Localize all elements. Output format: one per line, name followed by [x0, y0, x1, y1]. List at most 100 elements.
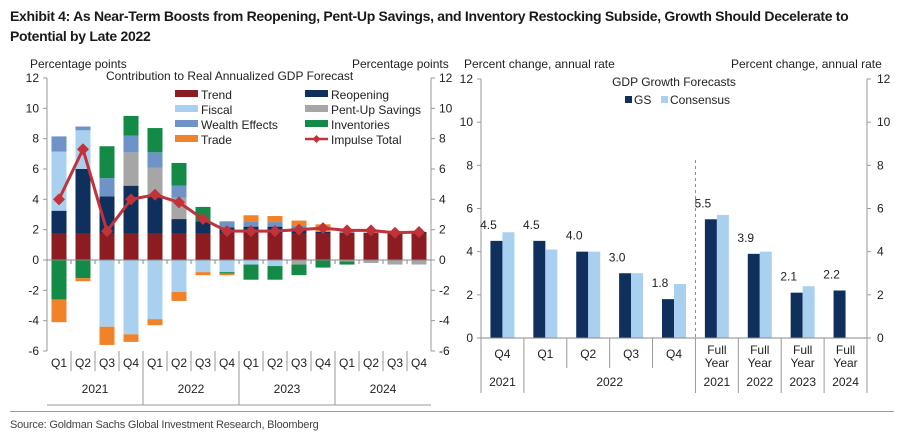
impulse-total-marker-12	[341, 224, 353, 237]
legend-swatch-fiscal	[175, 105, 198, 112]
bar-gs-1	[533, 240, 546, 338]
bar-gs-8	[833, 290, 846, 338]
bar-segment-wealth-effects-9	[267, 222, 283, 227]
bar-segment-fiscal-5	[171, 260, 187, 292]
bar-segment-trade-8	[243, 215, 259, 222]
data-label-gs-3: 3.0	[609, 250, 626, 264]
right-chart-xtick-label: Full	[707, 343, 726, 357]
impulse-total-marker-3	[125, 193, 137, 206]
bar-segment-trade-3	[123, 334, 139, 342]
right-chart-xtick-label: Q2	[580, 347, 596, 361]
legend-label-pent-up-savings: Pent-Up Savings	[331, 103, 421, 117]
impulse-total-marker-13	[365, 224, 377, 237]
left-chart-ytick-label-left: 2	[32, 223, 39, 237]
left-chart-ytick-label-right: 8	[439, 132, 446, 146]
bar-segment-trend-6	[195, 233, 211, 260]
bar-segment-trend-12	[339, 232, 355, 260]
bar-segment-trend-1	[75, 233, 91, 260]
data-label-gs-6: 3.9	[737, 231, 754, 245]
left-chart-xtick-label: Q3	[291, 356, 307, 370]
bar-segment-pent-up-savings-3	[123, 152, 139, 186]
bar-consensus-4	[674, 284, 686, 338]
bar-segment-wealth-effects-5	[171, 185, 187, 198]
impulse-total-marker-0	[53, 193, 65, 206]
legend-marker-impulse-total	[312, 135, 321, 143]
left-chart-xtick-label: Q4	[315, 356, 331, 370]
impulse-total-marker-7	[221, 225, 233, 238]
bar-segment-inventories-2	[99, 146, 115, 179]
bar-segment-fiscal-4	[147, 260, 163, 320]
bar-gs-7	[790, 292, 803, 338]
left-chart-ytick-label-right: -2	[439, 283, 450, 297]
left-chart-ytick-label-right: 6	[439, 162, 446, 176]
bar-segment-trend-2	[99, 233, 115, 260]
right-chart-xtick-label: Full	[793, 343, 812, 357]
bar-consensus-3	[631, 273, 644, 338]
left-chart-ytick-label-left: 6	[32, 162, 39, 176]
data-label-gs-1: 4.5	[523, 218, 540, 232]
right-chart-xtick-label: Q1	[537, 347, 553, 361]
right-chart-ytick-label-left: 2	[466, 288, 473, 302]
left-chart-ytick-label-left: 10	[26, 101, 40, 115]
left-chart-ytick-label-right: 2	[439, 223, 446, 237]
right-chart-ytick-label-left: 8	[466, 158, 473, 172]
bar-segment-pent-up-savings-10	[291, 260, 307, 265]
data-label-gs-2: 4.0	[566, 229, 583, 243]
bar-segment-wealth-effects-3	[123, 135, 139, 153]
bar-segment-pent-up-savings-14	[387, 260, 403, 265]
right-chart-xtick-label: Q4	[494, 347, 510, 361]
bar-segment-reopening-4	[147, 194, 163, 234]
exhibit-title: Exhibit 4: As Near-Term Boosts from Reop…	[10, 8, 849, 44]
right-chart-ytick-label-right: 2	[877, 288, 884, 302]
bar-segment-reopening-6	[195, 221, 211, 234]
right-chart-xtick-label: Year	[791, 356, 815, 370]
right-chart-year-label: 2021	[704, 375, 731, 389]
data-label-gs-7: 2.1	[780, 270, 797, 284]
legend-swatch-pent-up-savings	[305, 105, 328, 112]
left-chart-year-label: 2023	[274, 382, 301, 396]
bar-segment-inventories-4	[147, 128, 163, 153]
bar-consensus-2	[588, 251, 601, 338]
bar-segment-pent-up-savings-15	[411, 260, 427, 265]
right-chart-ylabel-left: Percent change, annual rate	[464, 57, 615, 71]
bar-segment-fiscal-2	[99, 260, 115, 327]
left-chart-ytick-label-right: 10	[439, 101, 453, 115]
legend-swatch-consensus	[661, 96, 668, 103]
bar-gs-3	[619, 273, 632, 338]
impulse-total-line	[57, 145, 420, 235]
left-chart-year-label: 2022	[178, 382, 205, 396]
left-chart-ytick-label-right: 12	[439, 71, 453, 85]
left-chart-ytick-label-left: -4	[28, 314, 39, 328]
right-chart-xtick-label: Year	[748, 356, 772, 370]
bar-segment-trend-5	[171, 233, 187, 260]
bar-segment-pent-up-savings-12	[339, 260, 355, 262]
bar-segment-wealth-effects-7	[219, 221, 235, 228]
bar-segment-wealth-effects-4	[147, 152, 163, 168]
bar-segment-pent-up-savings-13	[363, 260, 379, 264]
right-chart-ytick-label-right: 10	[877, 115, 891, 129]
right-chart-xtick-label: Q4	[666, 347, 682, 361]
left-chart-xtick-label: Q1	[243, 356, 259, 370]
bar-segment-inventories-8	[243, 264, 259, 280]
bar-segment-reopening-5	[171, 219, 187, 234]
left-chart-ytick-label-right: 0	[439, 253, 446, 267]
impulse-total-marker-8	[245, 225, 257, 238]
right-chart-year-label: 2022	[596, 375, 623, 389]
source-note: Source: Goldman Sachs Global Investment …	[10, 419, 319, 431]
legend-swatch-reopening	[305, 90, 328, 97]
right-chart-ytick-label-right: 6	[877, 202, 884, 216]
bar-consensus-7	[802, 286, 815, 338]
right-chart-xtick-label: Full	[750, 343, 769, 357]
left-chart-year-label: 2021	[82, 382, 109, 396]
left-chart-ytick-label-right: 4	[439, 192, 446, 206]
bar-segment-inventories-0	[51, 260, 67, 300]
bar-segment-fiscal-3	[123, 260, 139, 335]
left-chart-xtick-label: Q3	[387, 356, 403, 370]
legend-label-fiscal: Fiscal	[201, 103, 232, 117]
right-chart-year-label: 2024	[832, 375, 859, 389]
bar-segment-trend-8	[243, 233, 259, 260]
right-chart-xtick-label: Q3	[623, 347, 639, 361]
legend-label-gs: GS	[634, 93, 651, 107]
bar-segment-fiscal-6	[195, 260, 211, 273]
bar-segment-trade-5	[171, 291, 187, 301]
